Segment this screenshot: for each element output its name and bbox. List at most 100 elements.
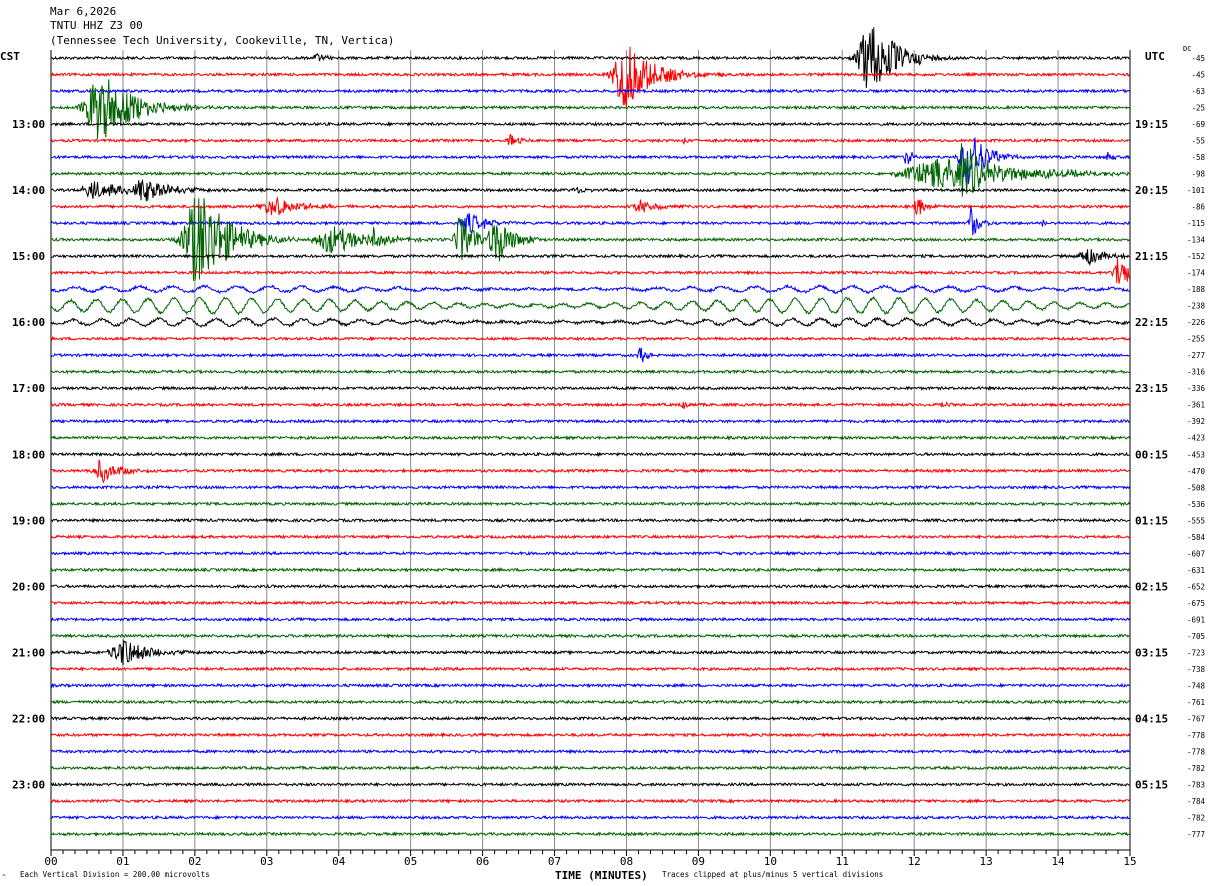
- dc-offset-label: -748: [1187, 681, 1206, 690]
- x-tick-label: 01: [116, 855, 129, 868]
- dc-offset-label: -783: [1187, 780, 1205, 789]
- station-label: TNTU HHZ Z3 00: [50, 19, 143, 32]
- dc-offset-label: -361: [1187, 401, 1205, 410]
- utc-time-label: 19:15: [1135, 118, 1168, 131]
- dc-offset-label: -584: [1187, 533, 1206, 542]
- seismic-trace-42: [50, 748, 1130, 755]
- seismic-trace-23: [50, 434, 1130, 441]
- dc-offset-label: -723: [1187, 648, 1205, 657]
- seismic-trace-27: [50, 500, 1130, 507]
- dc-offset-label: -453: [1187, 450, 1205, 459]
- dc-offset-label: -188: [1187, 285, 1206, 294]
- seismic-trace-41: [50, 731, 1130, 739]
- utc-time-label: 00:15: [1135, 448, 1168, 461]
- seismic-trace-20: [50, 385, 1130, 392]
- seismic-trace-19: [50, 368, 1130, 375]
- cst-time-label: 13:00: [12, 118, 45, 131]
- seismic-trace-0: [50, 27, 1130, 89]
- dc-offset-label: -536: [1187, 500, 1206, 509]
- utc-time-label: 03:15: [1135, 646, 1168, 659]
- x-tick-label: 14: [1051, 855, 1065, 868]
- x-tick-label: 07: [548, 855, 561, 868]
- dc-offset-label: -134: [1187, 236, 1206, 245]
- seismic-trace-40: [50, 715, 1130, 722]
- dc-offset-label: -45: [1191, 54, 1205, 63]
- utc-time-label: 04:15: [1135, 712, 1168, 725]
- seismic-trace-14: [50, 283, 1130, 295]
- x-tick-label: 04: [332, 855, 346, 868]
- dc-offset-label: -115: [1187, 219, 1205, 228]
- x-tick-label: 12: [908, 855, 921, 868]
- x-tick-label: 03: [260, 855, 273, 868]
- dc-offset-label: -784: [1187, 797, 1206, 806]
- dc-offset-label: -238: [1187, 302, 1206, 311]
- dc-offset-label: -69: [1191, 120, 1205, 129]
- seismic-trace-38: [50, 682, 1130, 689]
- seismic-trace-21: [50, 401, 1130, 409]
- cst-axis-label: CST: [0, 50, 20, 63]
- cst-time-label: 19:00: [12, 514, 45, 527]
- seismic-trace-2: [50, 88, 1130, 94]
- dc-offset-label: -652: [1187, 582, 1205, 591]
- seismic-trace-7: [50, 143, 1130, 197]
- dc-offset-label: -25: [1191, 104, 1205, 113]
- seismic-trace-31: [50, 566, 1130, 573]
- dc-offset-label: -152: [1187, 252, 1205, 261]
- seismic-trace-4: [50, 121, 1130, 127]
- dc-offset-label: -226: [1187, 318, 1206, 327]
- dc-offset-label: -675: [1187, 599, 1205, 608]
- utc-time-label: 22:15: [1135, 316, 1168, 329]
- cst-time-label: 23:00: [12, 778, 45, 791]
- dc-offset-label: -336: [1187, 384, 1206, 393]
- dc-offset-label: -555: [1187, 516, 1205, 525]
- cst-time-label: 15:00: [12, 250, 45, 263]
- x-tick-label: 15: [1123, 855, 1136, 868]
- dc-offset-label: -58: [1191, 153, 1205, 162]
- utc-axis-label: UTC: [1145, 50, 1165, 63]
- seismic-trace-17: [50, 335, 1130, 342]
- cst-time-label: 14:00: [12, 184, 45, 197]
- seismic-trace-25: [50, 459, 1130, 484]
- scale-note: Each Vertical Division = 200.00 microvol…: [20, 870, 210, 879]
- dc-offset-label: -55: [1191, 137, 1205, 146]
- dc-label: DC: [1183, 45, 1191, 53]
- seismic-trace-45: [50, 798, 1130, 804]
- seismic-trace-5: [50, 133, 1130, 145]
- dc-offset-label: -778: [1187, 747, 1206, 756]
- cst-time-label: 18:00: [12, 448, 45, 461]
- dc-offset-label: -738: [1187, 665, 1206, 674]
- x-tick-label: 06: [476, 855, 489, 868]
- dc-offset-label: -607: [1187, 549, 1205, 558]
- seismic-trace-46: [50, 814, 1130, 821]
- seismic-trace-11: [50, 198, 1130, 281]
- location-label: (Tennessee Tech University, Cookeville, …: [50, 34, 395, 47]
- dc-offset-label: -316: [1187, 368, 1206, 377]
- x-tick-label: 00: [44, 855, 57, 868]
- seismic-trace-36: [50, 639, 1130, 666]
- x-tick-label: 09: [692, 855, 705, 868]
- dc-offset-label: -98: [1191, 170, 1205, 179]
- seismic-trace-47: [50, 831, 1130, 837]
- footer-mark: ^: [2, 874, 6, 881]
- dc-offset-label: -631: [1187, 566, 1205, 575]
- seismic-trace-24: [50, 451, 1130, 458]
- seismic-trace-44: [50, 781, 1130, 788]
- utc-time-label: 20:15: [1135, 184, 1168, 197]
- dc-offset-label: -277: [1187, 351, 1205, 360]
- x-tick-label: 02: [188, 855, 201, 868]
- dc-offset-label: -423: [1187, 434, 1205, 443]
- seismic-trace-34: [50, 616, 1130, 623]
- labels: CST UTC DC TIME (MINUTES) Each Vertical …: [0, 45, 1205, 882]
- dc-offset-label: -392: [1187, 417, 1205, 426]
- seismic-trace-39: [50, 698, 1130, 705]
- utc-time-label: 05:15: [1135, 778, 1168, 791]
- cst-time-label: 17:00: [12, 382, 45, 395]
- utc-time-label: 21:15: [1135, 250, 1168, 263]
- dc-offset-label: -45: [1191, 71, 1205, 80]
- dc-offset-label: -101: [1187, 186, 1205, 195]
- dc-offset-label: -508: [1187, 483, 1206, 492]
- dc-offset-label: -761: [1187, 698, 1205, 707]
- dc-offset-label: -767: [1187, 714, 1205, 723]
- seismic-trace-15: [50, 295, 1130, 316]
